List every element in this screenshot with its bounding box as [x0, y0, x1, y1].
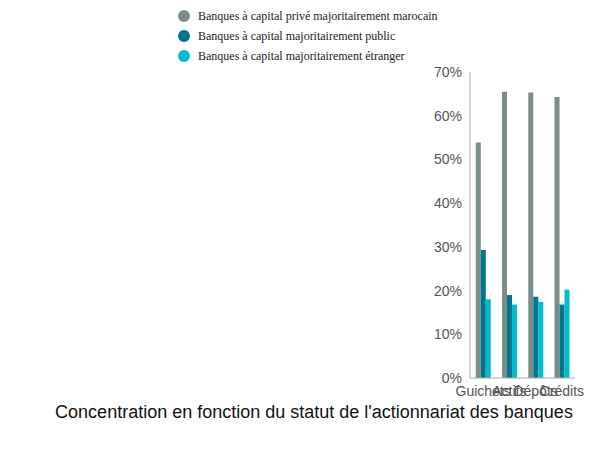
svg-text:Crédits: Crédits [540, 383, 584, 399]
svg-text:10%: 10% [434, 326, 462, 342]
svg-text:40%: 40% [434, 195, 462, 211]
html-text:Banques à capital privé majori: Banques à capital privé majoritairement … [198, 8, 438, 23]
svg-text:30%: 30% [434, 239, 462, 255]
svg-text:Guichets: Guichets [455, 382, 511, 399]
svg-text:Actifs: Actifs [492, 382, 527, 399]
svg-text:70%: 70% [434, 64, 462, 80]
svg-text:20%: 20% [434, 283, 462, 299]
svg-text:50%: 50% [434, 151, 462, 167]
html-text:Banques à capital majoritairem: Banques à capital majoritairement étrang… [198, 48, 405, 63]
svg-text:60%: 60% [434, 108, 462, 124]
svg-text:Dépôts: Dépôts [513, 382, 558, 399]
html-text:Banques à capital majoritairem: Banques à capital majoritairement public [198, 28, 396, 43]
html-text:Concentration en fonction du s: Concentration en fonction du statut de l… [55, 402, 573, 422]
svg-text:0%: 0% [442, 370, 462, 386]
